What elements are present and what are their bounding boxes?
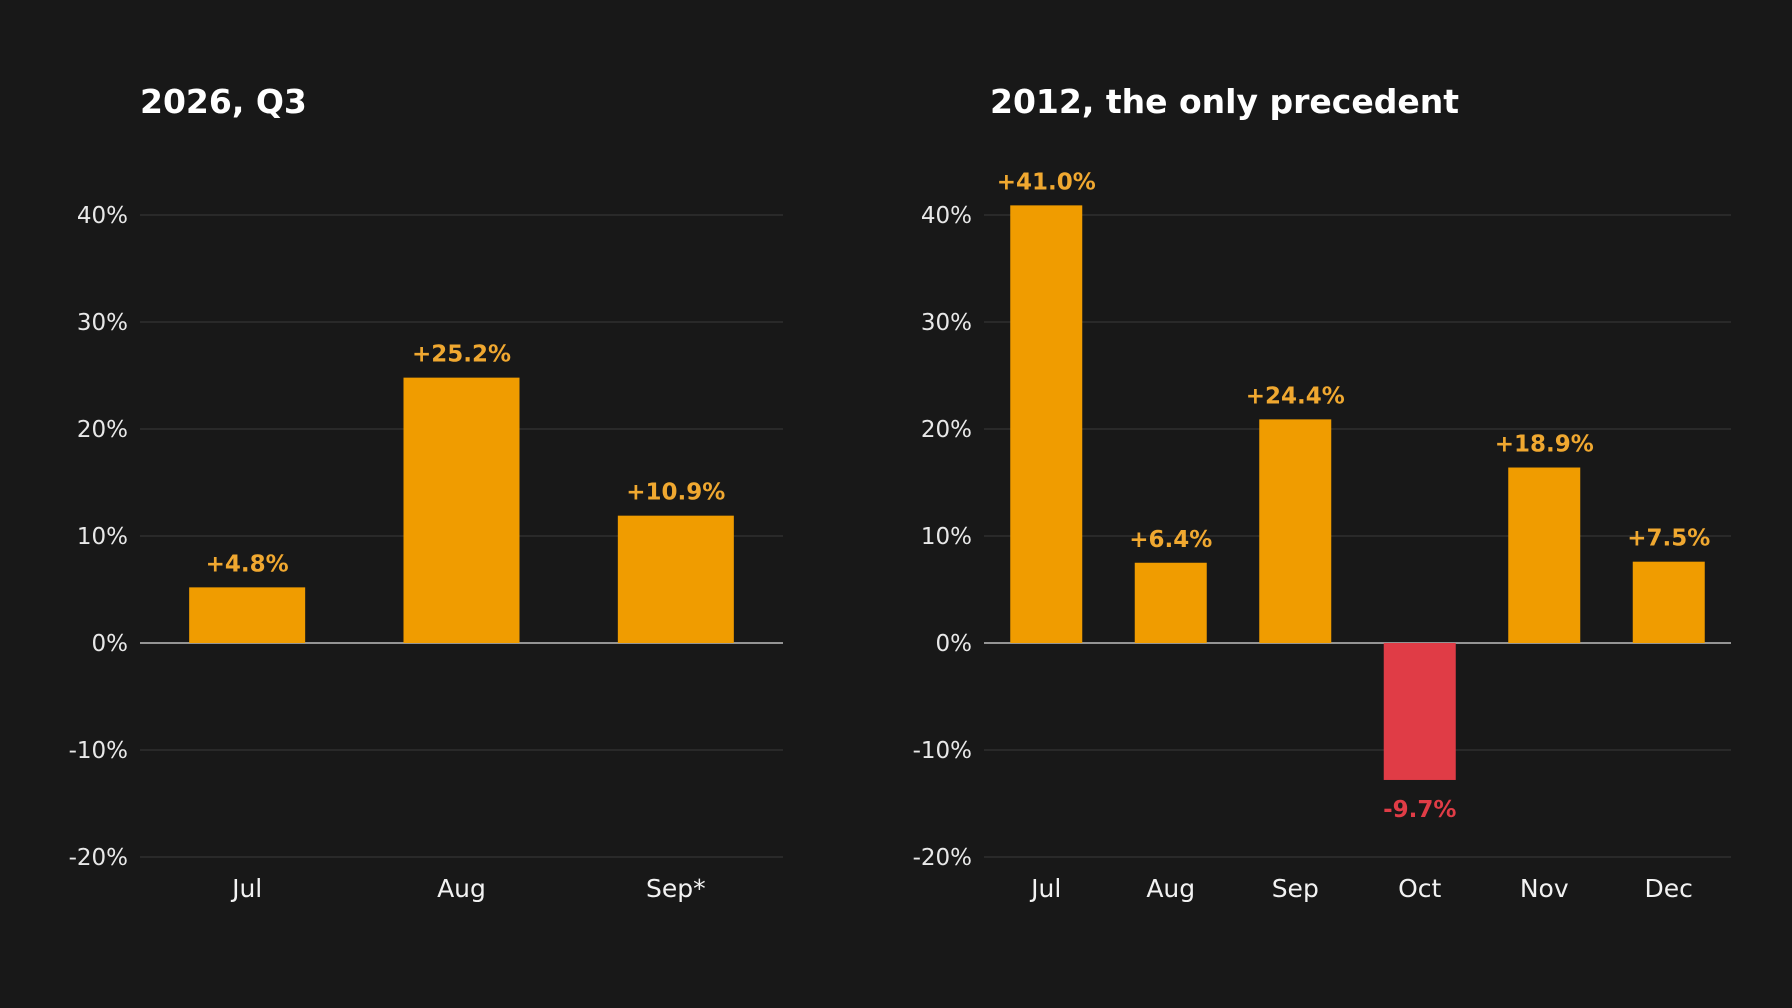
data-label: +25.2% — [412, 342, 511, 368]
y-tick-label: 0% — [936, 631, 973, 657]
x-category-label: Nov — [1520, 874, 1569, 903]
x-category-label: Sep — [1272, 874, 1319, 903]
x-category-label: Jul — [230, 874, 262, 903]
y-tick-label: -10% — [69, 738, 128, 764]
y-tick-label: 40% — [77, 203, 128, 229]
data-label: +4.8% — [206, 551, 289, 577]
data-label: +41.0% — [997, 169, 1096, 195]
y-tick-label: 40% — [921, 203, 972, 229]
bar-sep — [1259, 419, 1332, 643]
bar-aug — [1134, 562, 1207, 643]
x-category-label: Jul — [1029, 874, 1061, 903]
y-tick-label: 10% — [921, 524, 972, 550]
chart-panel-2026-q3: 2026, Q3 -20% -10% 0% 10% 20% 30% 40% +4.8% Jul +… — [69, 82, 783, 903]
y-tick-label: 20% — [77, 417, 128, 443]
bar-oct — [1383, 643, 1456, 780]
chart-title: 2012, the only precedent — [990, 82, 1459, 121]
x-category-label: Dec — [1645, 874, 1693, 903]
bar-jul — [189, 587, 306, 643]
chart-panel-2012-precedent: 2012, the only precedent -20% -10% 0% 10% 20… — [913, 82, 1731, 903]
y-tick-label: 30% — [921, 310, 972, 336]
data-label: +7.5% — [1627, 526, 1710, 552]
y-tick-label: -20% — [69, 845, 128, 871]
bar-jul — [1010, 205, 1083, 643]
data-label: +24.4% — [1246, 383, 1345, 409]
bar-sep — [617, 515, 734, 643]
x-category-label: Oct — [1398, 874, 1441, 903]
bar-aug — [403, 377, 520, 643]
chart-title: 2026, Q3 — [140, 82, 307, 121]
data-label: -9.7% — [1383, 797, 1456, 823]
y-tick-label: 0% — [92, 631, 129, 657]
data-label: +18.9% — [1495, 432, 1594, 458]
data-label: +6.4% — [1129, 527, 1212, 553]
data-label: +10.9% — [626, 480, 725, 506]
y-tick-label: 10% — [77, 524, 128, 550]
x-category-label: Aug — [1146, 874, 1195, 903]
x-category-label: Aug — [437, 874, 486, 903]
bar-nov — [1508, 467, 1581, 643]
y-tick-label: 20% — [921, 417, 972, 443]
y-tick-label: 30% — [77, 310, 128, 336]
y-tick-label: -20% — [913, 845, 972, 871]
x-category-label: Sep* — [646, 874, 706, 903]
bar-dec — [1632, 561, 1705, 643]
y-tick-label: -10% — [913, 738, 972, 764]
